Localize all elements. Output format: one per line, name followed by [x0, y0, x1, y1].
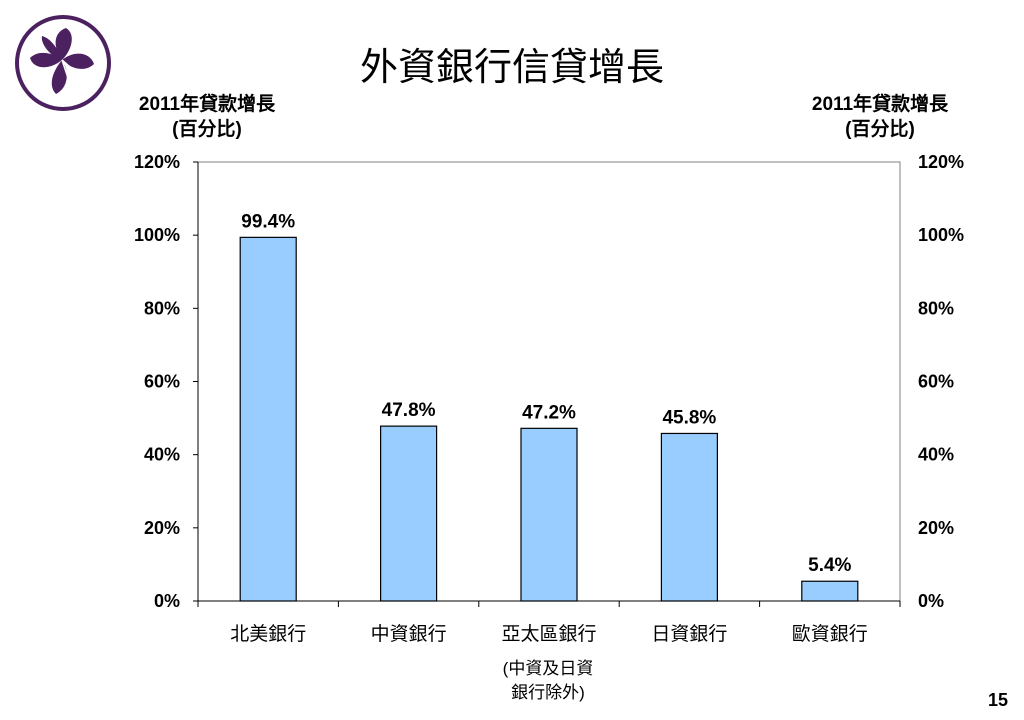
y-axis-left-label-line-2: (百分比): [172, 119, 242, 140]
category-note-line-2: 銀行除外): [511, 683, 585, 702]
y-tick-label-left: 80%: [144, 298, 180, 318]
bar: [380, 425, 438, 602]
data-label: 47.2%: [522, 402, 576, 423]
y-tick-label-left: 120%: [134, 152, 180, 172]
y-axis-left-label: 2011年貸款增長 (百分比): [77, 92, 337, 142]
page-title: 外資銀行信貸增長: [359, 45, 664, 89]
data-label: 45.8%: [662, 407, 716, 428]
bar: [660, 432, 719, 602]
category-label: 中資銀行: [371, 623, 447, 645]
y-axis-right-label: 2011年貸款增長 (百分比): [750, 92, 1010, 142]
bar: [801, 580, 859, 602]
y-axis-right-label-line-1: 2011年貸款增長: [811, 94, 949, 115]
y-tick-label-left: 60%: [144, 372, 180, 392]
category-note-line-1: (中資及日資: [502, 659, 594, 678]
category-note: (中資及日資 銀行除外): [448, 657, 648, 705]
bar: [520, 427, 578, 602]
y-tick-label-left: 100%: [134, 225, 180, 245]
category-label: 日資銀行: [651, 623, 727, 645]
y-tick-label-right: 100%: [918, 225, 964, 245]
y-tick-label-right: 0%: [918, 591, 944, 611]
y-tick-label-right: 20%: [918, 518, 954, 538]
data-label: 99.4%: [241, 211, 295, 232]
bar: [239, 236, 297, 602]
page-number: 15: [987, 690, 1008, 710]
category-label: 亞太區銀行: [501, 623, 596, 645]
y-axis-right-label-line-2: (百分比): [845, 119, 915, 140]
y-tick-label-right: 60%: [918, 372, 954, 392]
data-label: 47.8%: [382, 400, 436, 421]
y-tick-label-right: 80%: [918, 298, 954, 318]
y-tick-label-right: 120%: [918, 152, 964, 172]
y-axis-left-label-line-1: 2011年貸款增長: [138, 94, 276, 115]
y-tick-label-left: 20%: [144, 518, 180, 538]
y-tick-label-left: 40%: [144, 445, 180, 465]
y-tick-label-left: 0%: [154, 591, 180, 611]
y-tick-label-right: 40%: [918, 445, 954, 465]
category-label: 歐資銀行: [792, 623, 868, 645]
bauhinia-logo-icon: [15, 15, 111, 111]
category-label: 北美銀行: [230, 623, 306, 645]
data-label: 5.4%: [808, 555, 851, 576]
